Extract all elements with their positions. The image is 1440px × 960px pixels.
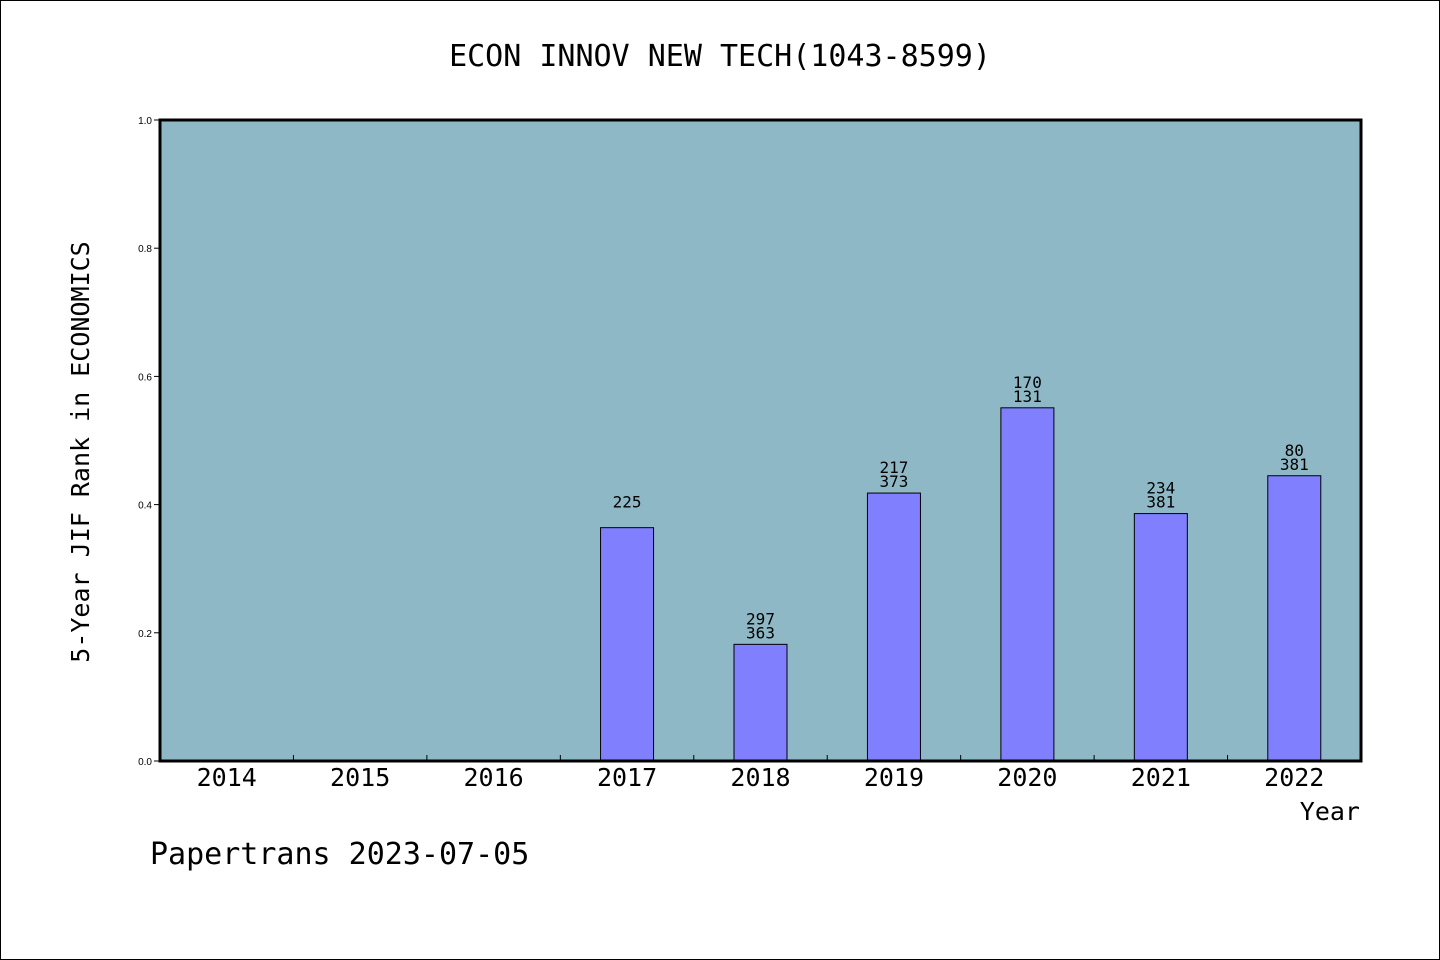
bar-label-2017: 225 (613, 493, 642, 512)
x-tick-label: 2017 (597, 763, 657, 792)
x-tick-label: 2018 (730, 763, 790, 792)
bar-2022 (1267, 475, 1322, 762)
y-tick-label: 0.8 (138, 244, 152, 255)
bar-label-2018: 363 (746, 623, 775, 642)
bar-label-2020: 170 (1013, 373, 1042, 392)
bar-label-2021: 234 (1146, 479, 1175, 498)
chart-title: ECON INNOV NEW TECH(1043-8599) (449, 39, 991, 74)
x-tick-label: 2021 (1131, 763, 1191, 792)
x-tick-label: 2015 (330, 763, 390, 792)
y-tick-label: 0.6 (138, 372, 152, 383)
x-axis: 2014 2015 2016 2017 2018 2019 2020 2021 2022 (197, 755, 1324, 792)
y-axis-label: 5-Year JIF Rank in ECONOMICS (66, 241, 95, 662)
bar-label-2022: 381 (1280, 455, 1309, 474)
bar-2019 (866, 492, 921, 762)
y-tick-label: 0.0 (138, 757, 152, 768)
plot-border (158, 118, 1363, 763)
x-tick-label: 2020 (997, 763, 1057, 792)
x-tick-label: 2016 (464, 763, 524, 792)
bar-label-2019: 217 (879, 458, 908, 477)
y-tick-label: 0.4 (138, 501, 152, 512)
bar-2017 (600, 527, 655, 762)
x-tick-label: 2022 (1264, 763, 1324, 792)
bar-label-2022: 80 (1285, 441, 1304, 460)
bar-label-2021: 381 (1146, 493, 1175, 512)
y-tick-label: 0.2 (138, 629, 152, 640)
footer-text: Papertrans 2023-07-05 (150, 837, 529, 872)
bar-2018 (733, 643, 788, 762)
bar-label-2019: 373 (879, 472, 908, 491)
x-tick-label: 2019 (864, 763, 924, 792)
bar-2020 (1000, 407, 1055, 762)
y-axis: 0.0 0.2 0.4 0.6 0.8 1.0 (138, 116, 160, 768)
y-tick-label: 1.0 (138, 116, 152, 127)
bar-label-2020: 131 (1013, 387, 1042, 406)
bar-2021 (1133, 513, 1188, 762)
x-tick-label: 2014 (197, 763, 257, 792)
x-axis-label: Year (1300, 797, 1360, 826)
bar-label-2018: 297 (746, 609, 775, 628)
